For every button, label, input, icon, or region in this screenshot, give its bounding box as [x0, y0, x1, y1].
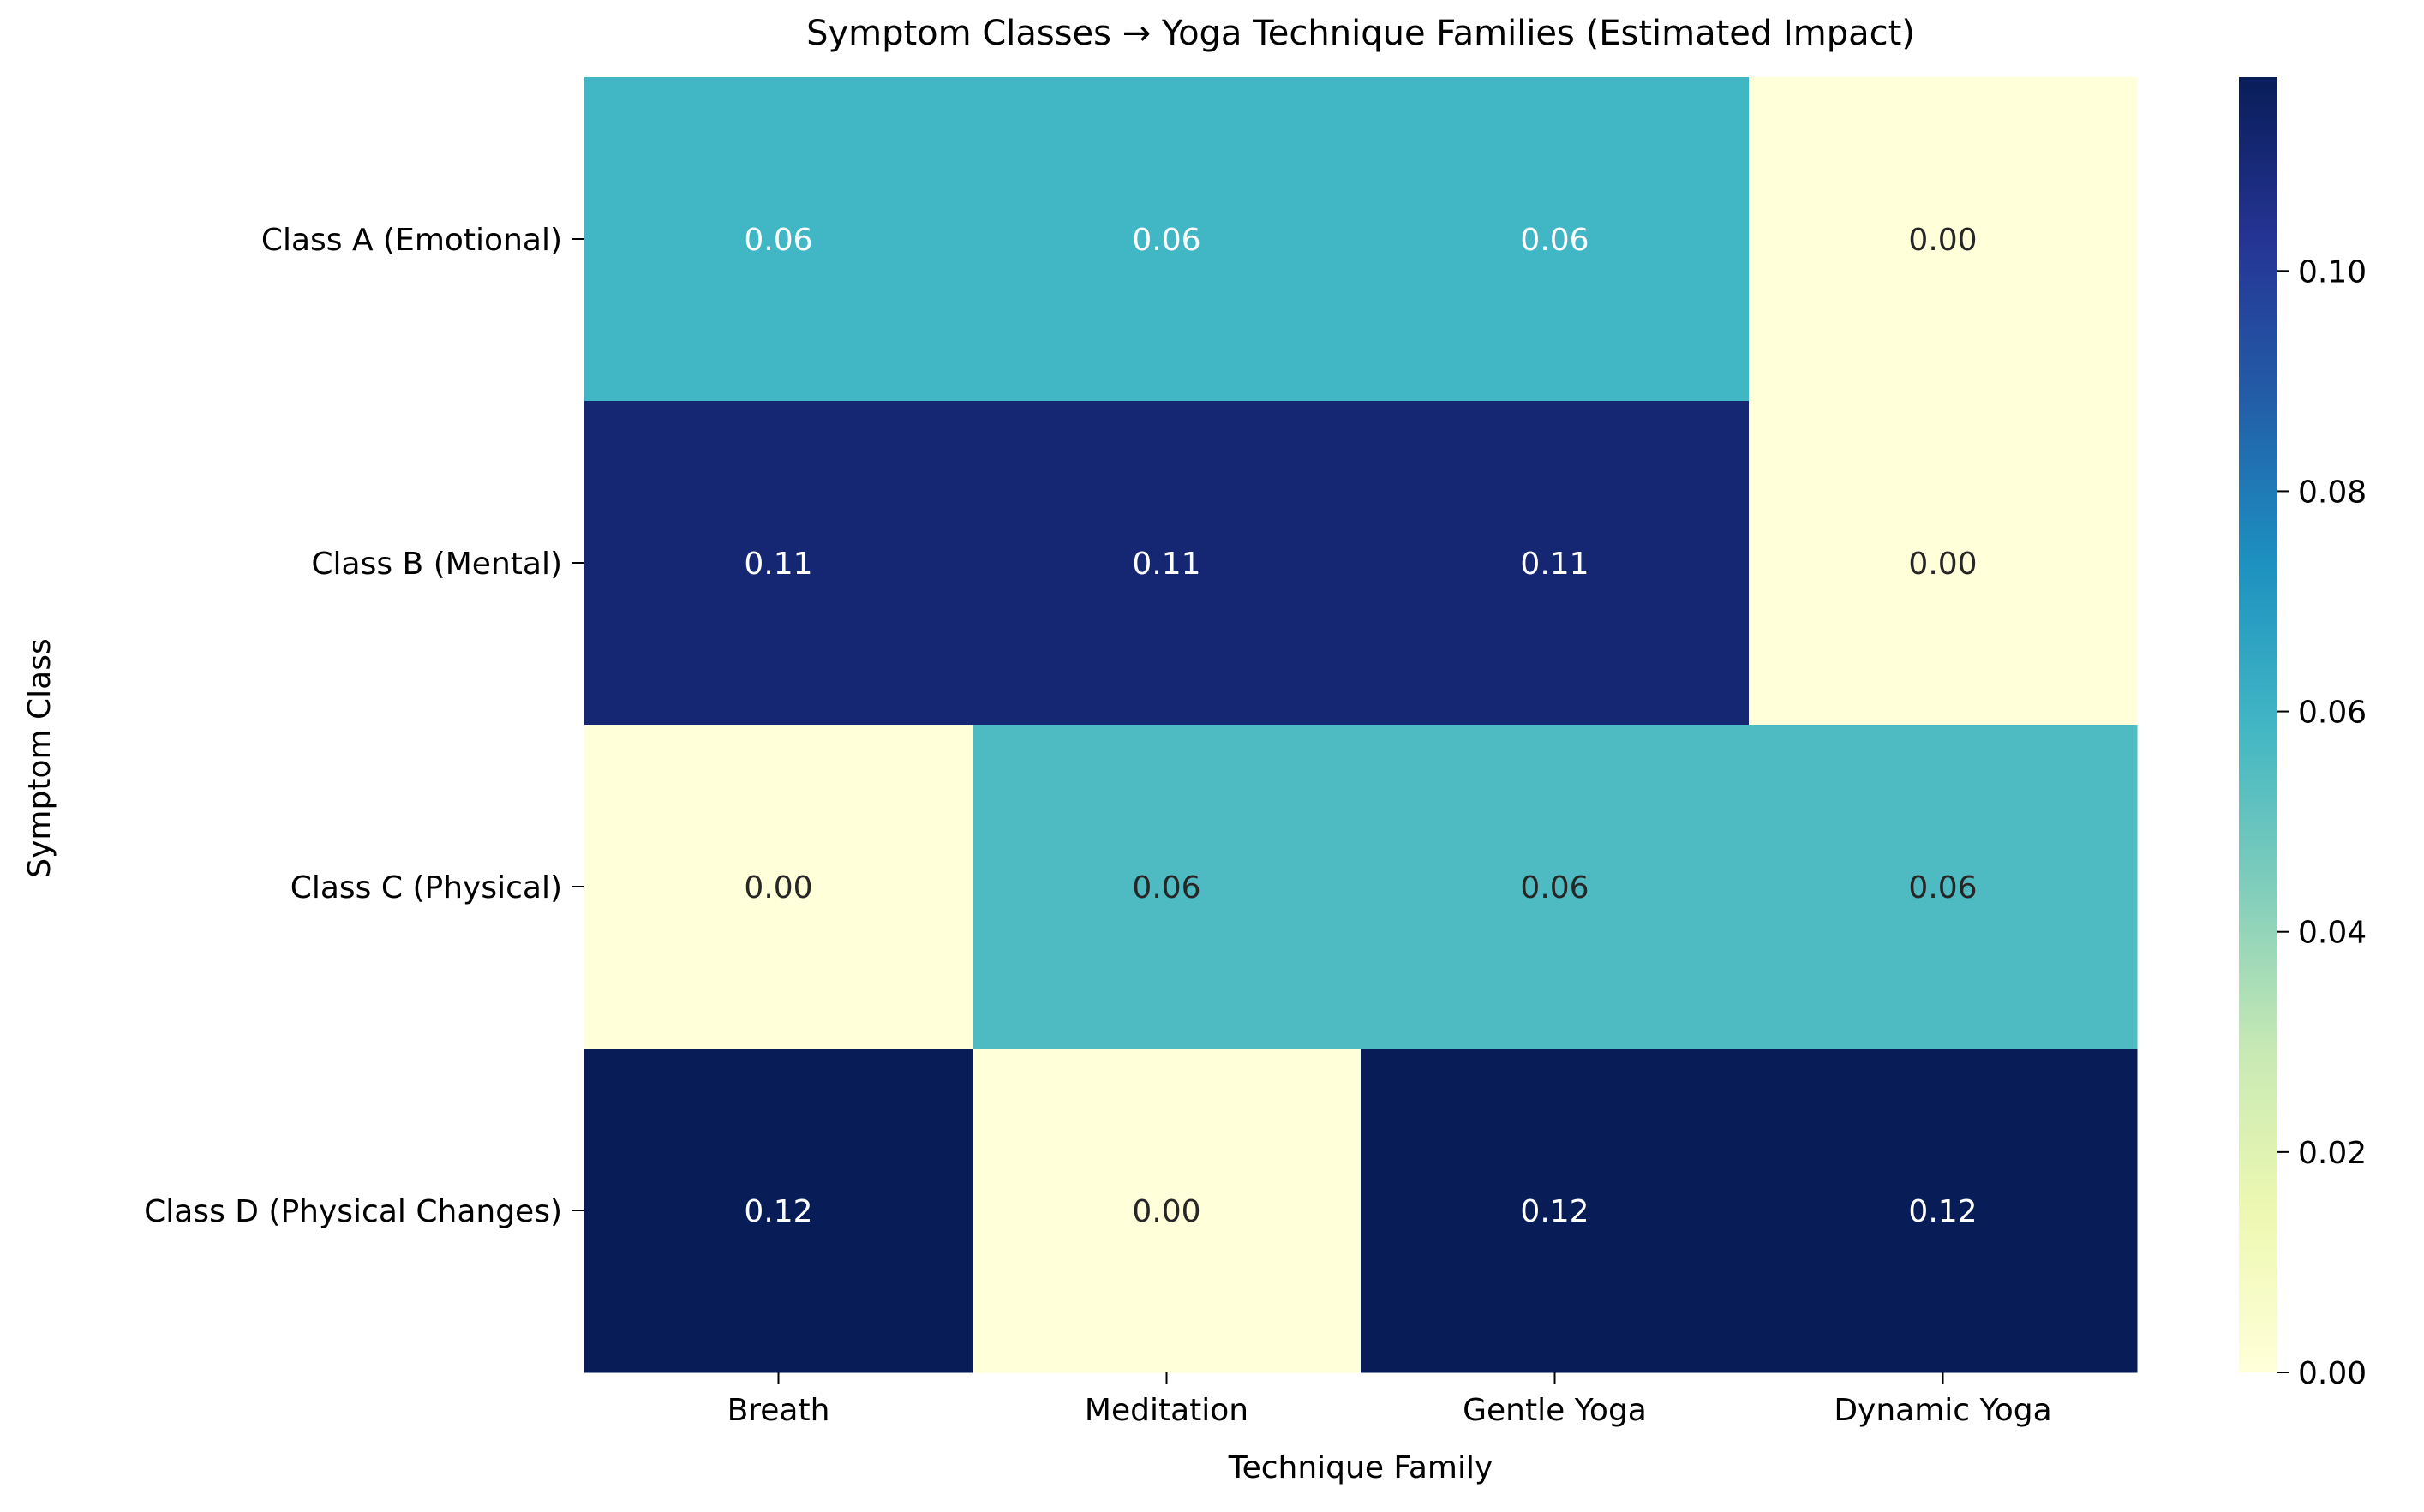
- heatmap-cell: [973, 725, 1362, 1049]
- y-tick-label: Class A (Emotional): [261, 223, 562, 258]
- x-axis: Breath Meditation Gentle Yoga Dynamic Yoga: [727, 1372, 2052, 1428]
- heatmap-cell: [973, 401, 1362, 726]
- heatmap-cell: [584, 401, 973, 726]
- y-axis-label: Symptom Class: [22, 638, 57, 877]
- heatmap-cell: [1361, 1049, 1750, 1373]
- cell-value-label: 0.00: [1908, 547, 1977, 582]
- heatmap-cell: [973, 77, 1362, 402]
- colorbar-tick-label: 0.10: [2298, 254, 2367, 290]
- colorbar-gradient: [2239, 77, 2277, 1372]
- colorbar-ticks: 0.00 0.02 0.04 0.06 0.08 0.10: [2277, 254, 2367, 1391]
- x-tick-label: Gentle Yoga: [1463, 1393, 1647, 1428]
- cell-value-label: 0.11: [1132, 547, 1200, 582]
- colorbar-tick-label: 0.02: [2298, 1136, 2367, 1171]
- y-tick-label: Class D (Physical Changes): [144, 1194, 562, 1229]
- heatmap-cell: [1749, 725, 2138, 1049]
- heatmap-cell: [584, 1049, 973, 1373]
- y-tick-label: Class B (Mental): [311, 547, 562, 582]
- chart-title: Symptom Classes → Yoga Technique Familie…: [806, 14, 1915, 53]
- colorbar-tick-label: 0.08: [2298, 475, 2367, 510]
- heatmap-value-labels: 0.06 0.06 0.06 0.00 0.11 0.11 0.11 0.00 0.00 0.06…: [744, 223, 1977, 1229]
- y-axis: Class A (Emotional) Class B (Mental) Class…: [144, 223, 584, 1229]
- heatmap-cell: [584, 725, 973, 1049]
- heatmap-cell: [1749, 1049, 2138, 1373]
- x-axis-label: Technique Family: [1228, 1450, 1493, 1485]
- x-tick-label: Dynamic Yoga: [1834, 1393, 2051, 1428]
- colorbar-tick-label: 0.04: [2298, 916, 2367, 951]
- cell-value-label: 0.06: [1520, 870, 1589, 905]
- cell-value-label: 0.06: [1132, 870, 1200, 905]
- heatmap-cell: [1361, 725, 1750, 1049]
- cell-value-label: 0.06: [1132, 223, 1200, 258]
- heatmap-cell: [1749, 77, 2138, 402]
- cell-value-label: 0.00: [1132, 1194, 1200, 1229]
- cell-value-label: 0.00: [1908, 223, 1977, 258]
- cell-value-label: 0.06: [744, 223, 812, 258]
- cell-value-label: 0.00: [744, 870, 812, 905]
- cell-value-label: 0.11: [1520, 547, 1589, 582]
- cell-value-label: 0.12: [1520, 1194, 1589, 1229]
- y-tick-label: Class C (Physical): [290, 870, 562, 905]
- cell-value-label: 0.06: [1520, 223, 1589, 258]
- colorbar-tick-label: 0.00: [2298, 1356, 2367, 1391]
- cell-value-label: 0.12: [1908, 1194, 1977, 1229]
- colorbar-tick-label: 0.06: [2298, 696, 2367, 731]
- heatmap-cell: [1361, 77, 1750, 402]
- cell-value-label: 0.12: [744, 1194, 812, 1229]
- cell-value-label: 0.06: [1908, 870, 1977, 905]
- heatmap-cell: [973, 1049, 1362, 1373]
- heatmap-cells: [584, 77, 2138, 1373]
- heatmap-cell: [584, 77, 973, 402]
- heatmap-cell: [1749, 401, 2138, 726]
- cell-value-label: 0.11: [744, 547, 812, 582]
- x-tick-label: Meditation: [1085, 1393, 1248, 1428]
- colorbar: 0.00 0.02 0.04 0.06 0.08 0.10: [2239, 77, 2367, 1391]
- x-tick-label: Breath: [727, 1393, 830, 1428]
- heatmap-cell: [1361, 401, 1750, 726]
